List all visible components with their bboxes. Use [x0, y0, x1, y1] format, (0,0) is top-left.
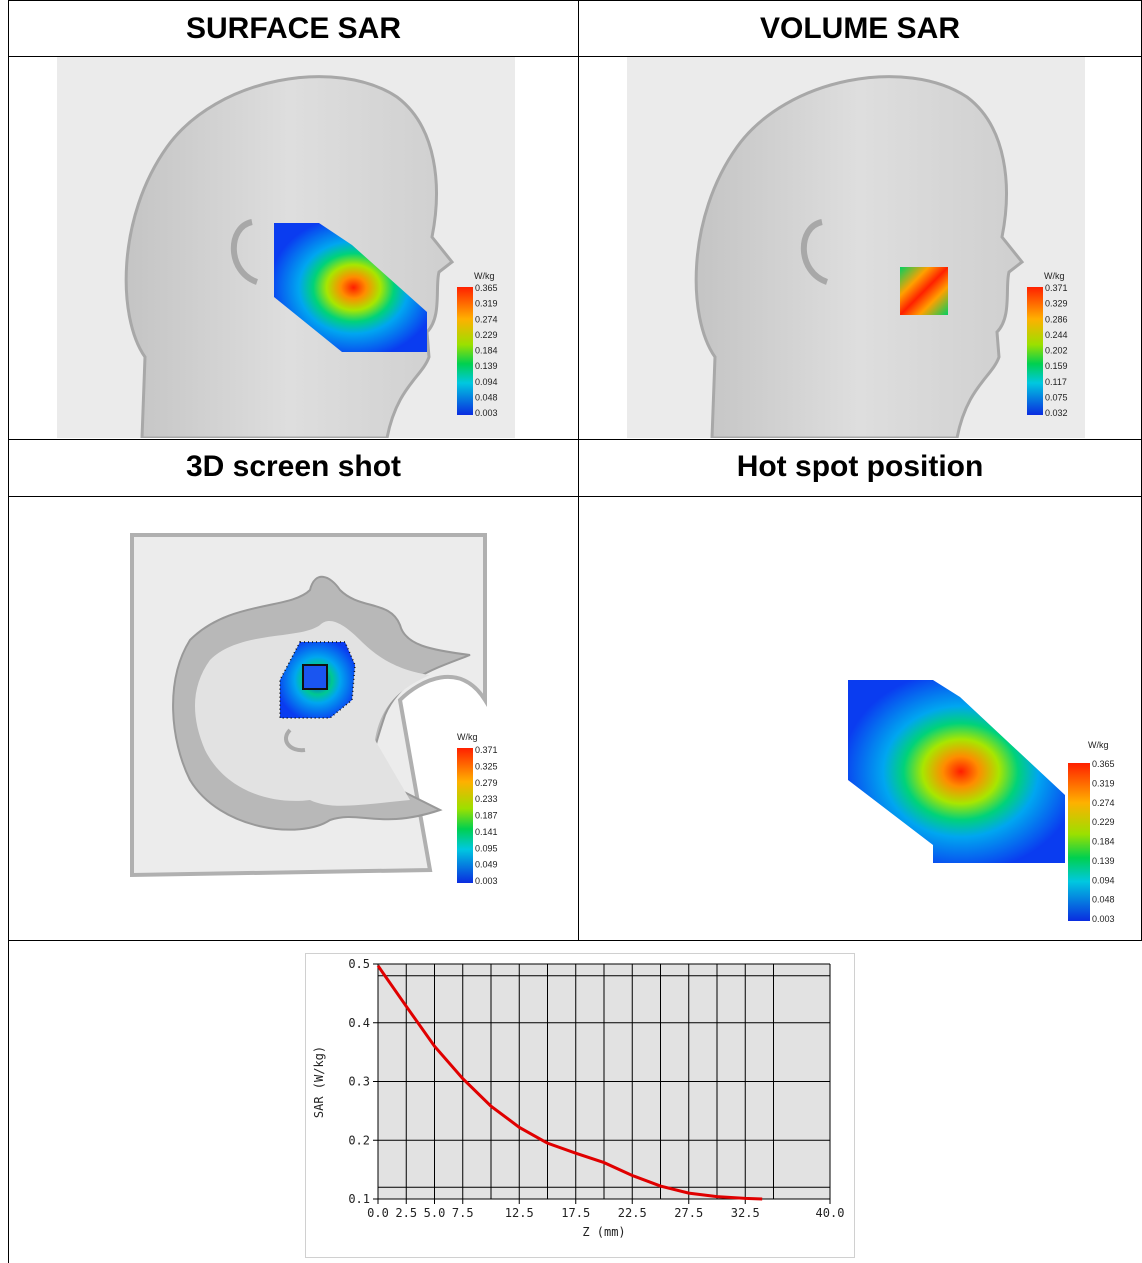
screenshot-3d-figure: W/kg 0.371 0.325 0.279 0.233 0.187 0.141 0.095…: [130, 533, 498, 885]
table-row-divider-4: [8, 940, 1142, 941]
hotspot-image: W/kg 0.365 0.319 0.274 0.229 0.184 0.139 0.094…: [840, 675, 1125, 930]
legend-tick-label: 0.286: [1045, 314, 1068, 324]
legend-tick-label: 0.094: [475, 377, 498, 387]
x-tick-label: 27.5: [674, 1206, 703, 1220]
legend-tick-label: 0.159: [1045, 361, 1068, 371]
legend-tick-label: 0.032: [1045, 408, 1068, 418]
legend-tick-label: 0.048: [475, 392, 498, 402]
surface-sar-figure: W/kg 0.365 0.319 0.274 0.229 0.184 0.139 0.094…: [57, 57, 515, 438]
hotspot-figure: W/kg 0.365 0.319 0.274 0.229 0.184 0.139 0.094…: [848, 680, 1115, 924]
surface-sar-image: W/kg 0.365 0.319 0.274 0.229 0.184 0.139 0.094…: [57, 57, 515, 438]
legend-unit: W/kg: [1088, 740, 1109, 750]
legend-tick-label: 0.244: [1045, 330, 1068, 340]
ear-outline: [284, 728, 306, 753]
legend-unit: W/kg: [474, 271, 495, 281]
screenshot-3d-image: W/kg 0.371 0.325 0.279 0.233 0.187 0.141 0.095…: [130, 530, 510, 885]
legend-tick-label: 0.003: [475, 408, 498, 418]
volume-sar-map: [900, 267, 948, 315]
volume-sar-legend: W/kg 0.371 0.329 0.286 0.244 0.202 0.159 0.117…: [1027, 271, 1068, 418]
legend-tick-label: 0.094: [1092, 875, 1115, 885]
heading-hot-spot-position: Hot spot position: [736, 450, 984, 483]
y-tick-label: 0.5: [348, 957, 370, 971]
table-row-divider-2: [8, 439, 1142, 440]
legend-tick-label: 0.325: [475, 761, 498, 771]
legend-tick-label: 0.329: [1045, 299, 1068, 309]
legend-tick-label: 0.139: [1092, 856, 1115, 866]
y-tick-label: 0.4: [348, 1016, 370, 1030]
legend-tick-label: 0.003: [475, 876, 498, 885]
legend-tick-label: 0.184: [475, 346, 498, 356]
legend-tick-label: 0.187: [475, 811, 498, 821]
legend-tick-label: 0.371: [1045, 283, 1068, 293]
heading-3d-screen-shot: 3D screen shot: [185, 450, 402, 483]
legend-tick-label: 0.371: [475, 745, 498, 755]
x-tick-label: 12.5: [505, 1206, 534, 1220]
legend-tick-label: 0.319: [1092, 778, 1115, 788]
table-row-divider-1: [8, 56, 1142, 57]
legend-tick-label: 0.048: [1092, 895, 1115, 905]
table-border-left: [8, 0, 9, 1263]
x-tick-label: 32.5: [731, 1206, 760, 1220]
x-tick-label: 0.0: [367, 1206, 389, 1220]
x-tick-label: 7.5: [452, 1206, 474, 1220]
head-silhouette: [694, 75, 1025, 438]
legend-tick-label: 0.202: [1045, 346, 1068, 356]
y-tick-label: 0.2: [348, 1133, 370, 1147]
x-tick-label: 5.0: [424, 1206, 446, 1220]
legend-tick-label: 0.274: [475, 314, 498, 324]
legend-tick-label: 0.319: [475, 299, 498, 309]
heading-volume-sar: VOLUME SAR: [759, 12, 960, 45]
ear-outline: [230, 219, 259, 285]
x-tick-label: 17.5: [561, 1206, 590, 1220]
surface-sar-legend: W/kg 0.365 0.319 0.274 0.229 0.184 0.139 0.094…: [457, 271, 498, 418]
hotspot-legend: W/kg 0.365 0.319 0.274 0.229 0.184 0.139 0.094…: [1068, 740, 1115, 924]
legend-tick-label: 0.117: [1045, 377, 1067, 387]
table-border-top: [8, 0, 1142, 1]
legend-tick-label: 0.274: [1092, 798, 1115, 808]
table-row-divider-3: [8, 496, 1142, 497]
volume-sar-figure: W/kg 0.371 0.329 0.286 0.244 0.202 0.159 0.117…: [627, 57, 1085, 438]
y-tick-label: 0.1: [348, 1192, 370, 1206]
y-axis-label: SAR (W/kg): [312, 1046, 326, 1118]
legend-tick-label: 0.003: [1092, 914, 1115, 924]
ear-outline: [800, 219, 829, 285]
legend-tick-label: 0.184: [1092, 837, 1115, 847]
legend-tick-label: 0.075: [1045, 392, 1068, 402]
screenshot-3d-legend: W/kg 0.371 0.325 0.279 0.233 0.187 0.141 0.095…: [457, 732, 498, 885]
legend-tick-label: 0.095: [475, 843, 498, 853]
legend-tick-label: 0.365: [1092, 759, 1115, 769]
volume-sar-image: W/kg 0.371 0.329 0.286 0.244 0.202 0.159 0.117…: [627, 57, 1085, 438]
legend-tick-label: 0.229: [475, 330, 498, 340]
legend-tick-label: 0.279: [475, 778, 498, 788]
x-tick-label: 2.5: [395, 1206, 417, 1220]
legend-tick-label: 0.141: [475, 827, 498, 837]
legend-tick-label: 0.229: [1092, 817, 1115, 827]
legend-unit: W/kg: [1044, 271, 1065, 281]
surface-sar-map: [274, 223, 427, 352]
heading-surface-sar: SURFACE SAR: [185, 12, 402, 45]
y-tick-label: 0.3: [348, 1075, 370, 1089]
sar-curve-series: [376, 964, 763, 1201]
x-axis-label: Z (mm): [582, 1225, 625, 1239]
legend-tick-label: 0.233: [475, 794, 498, 804]
table-border-middle: [578, 0, 579, 940]
hotspot-sar-map: [848, 680, 1065, 863]
x-tick-label: 40.0: [816, 1206, 845, 1220]
sar-z-scan-chart: 0.0 2.5 5.0 7.5 12.5 17.5 22.5 27.5 32.5 40.0 0.5…: [305, 953, 855, 1258]
legend-tick-label: 0.139: [475, 361, 498, 371]
legend-tick-label: 0.049: [475, 860, 498, 870]
x-tick-label: 22.5: [618, 1206, 647, 1220]
legend-unit: W/kg: [457, 732, 478, 742]
zoom-scan-box: [302, 664, 328, 690]
chart-svg: 0.0 2.5 5.0 7.5 12.5 17.5 22.5 27.5 32.5 40.0 0.5…: [312, 957, 845, 1239]
legend-tick-label: 0.365: [475, 283, 498, 293]
